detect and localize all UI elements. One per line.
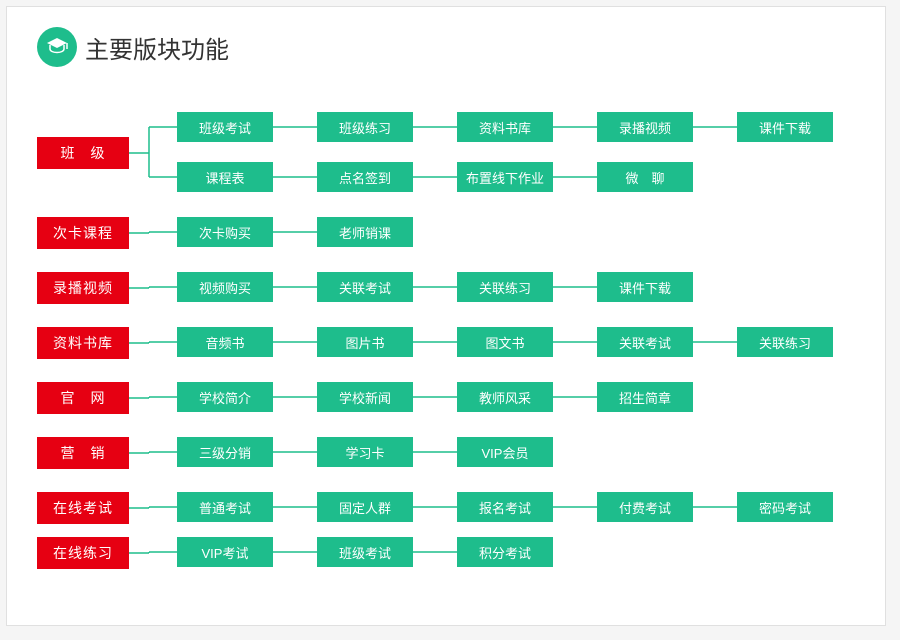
feature-box: 资料书库 [457,112,553,142]
feature-box: 课程表 [177,162,273,192]
feature-box: 关联练习 [737,327,833,357]
category-box: 官 网 [37,382,129,414]
feature-box: 次卡购买 [177,217,273,247]
header: 主要版块功能 [37,27,855,67]
page-title: 主要版块功能 [85,30,229,65]
feature-box: 教师风采 [457,382,553,412]
feature-box: 关联考试 [317,272,413,302]
feature-box: 报名考试 [457,492,553,522]
category-box: 营 销 [37,437,129,469]
feature-box: 班级考试 [177,112,273,142]
feature-box: 三级分销 [177,437,273,467]
feature-box: 学校简介 [177,382,273,412]
feature-box: 积分考试 [457,537,553,567]
graduation-cap-icon [37,27,77,67]
page-container: 主要版块功能 班 级班级考试班级练习资料书库录播视频课件下载课程表点名签到布置线… [6,6,886,626]
feature-box: 班级考试 [317,537,413,567]
feature-box: 密码考试 [737,492,833,522]
feature-box: 课件下载 [737,112,833,142]
category-box: 在线考试 [37,492,129,524]
category-box: 班 级 [37,137,129,169]
feature-box: 布置线下作业 [457,162,553,192]
feature-box: 付费考试 [597,492,693,522]
feature-box: 点名签到 [317,162,413,192]
category-box: 在线练习 [37,537,129,569]
category-box: 次卡课程 [37,217,129,249]
feature-box: 招生简章 [597,382,693,412]
category-box: 录播视频 [37,272,129,304]
feature-box: 普通考试 [177,492,273,522]
feature-box: VIP考试 [177,537,273,567]
category-box: 资料书库 [37,327,129,359]
feature-box: 固定人群 [317,492,413,522]
feature-box: 学校新闻 [317,382,413,412]
feature-box: 班级练习 [317,112,413,142]
feature-box: 老师销课 [317,217,413,247]
feature-box: 录播视频 [597,112,693,142]
feature-box: 关联考试 [597,327,693,357]
feature-box: 课件下载 [597,272,693,302]
feature-box: VIP会员 [457,437,553,467]
feature-box: 学习卡 [317,437,413,467]
feature-box: 微 聊 [597,162,693,192]
feature-box: 音频书 [177,327,273,357]
feature-box: 图片书 [317,327,413,357]
feature-diagram: 班 级班级考试班级练习资料书库录播视频课件下载课程表点名签到布置线下作业微 聊次… [37,97,857,597]
connector-lines [37,97,857,597]
feature-box: 关联练习 [457,272,553,302]
feature-box: 图文书 [457,327,553,357]
feature-box: 视频购买 [177,272,273,302]
